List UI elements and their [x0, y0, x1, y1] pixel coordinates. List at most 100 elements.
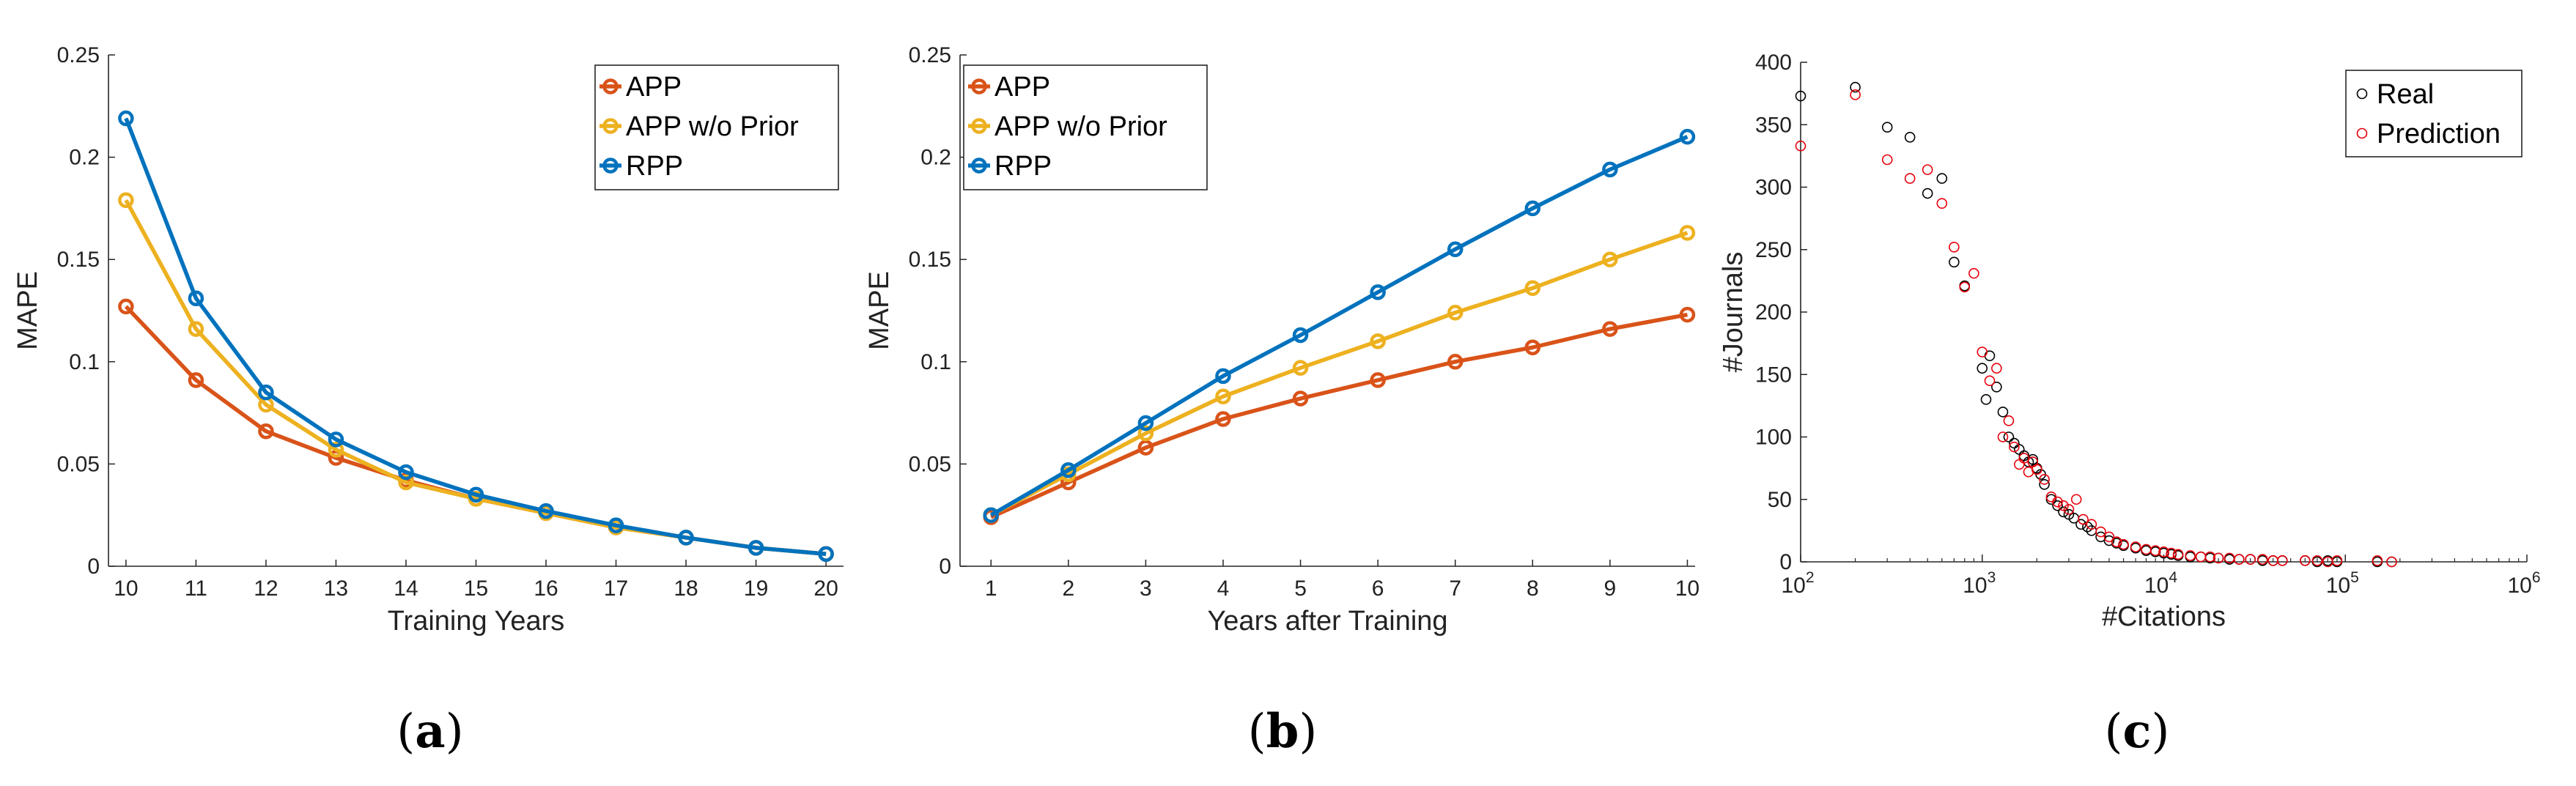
legend-label: APP [994, 72, 1050, 103]
scatter-point-prediction [2386, 556, 2397, 568]
scatter-point-prediction [2014, 459, 2025, 470]
scatter-point-prediction [1968, 267, 1979, 279]
legend-box [963, 64, 1208, 190]
scatter-point-prediction [2245, 554, 2256, 565]
y-tick-label: 0 [87, 555, 100, 579]
x-tick-label: 3 [1140, 576, 1152, 601]
data-point [983, 507, 999, 523]
legend-marker [602, 78, 619, 94]
data-point [1602, 321, 1618, 337]
y-tick-label: 0.1 [920, 350, 951, 374]
y-tick-label: 300 [1755, 176, 1792, 200]
scatter-point-prediction [2130, 541, 2141, 552]
scatter-point-real [2052, 500, 2063, 511]
legend-marker [971, 157, 987, 174]
legend-label: RPP [994, 151, 1052, 182]
data-point [188, 321, 204, 337]
scatter-point-prediction [1904, 173, 1916, 184]
y-tick-label: 0.2 [69, 146, 100, 170]
scatter-point-prediction [2331, 555, 2343, 566]
scatter-point-prediction [1850, 89, 1861, 100]
data-point [1370, 284, 1386, 300]
scatter-point-prediction [1997, 431, 2009, 442]
legend-label: APP [626, 72, 682, 103]
scatter-point-prediction [2118, 538, 2129, 550]
y-tick-label: 400 [1755, 51, 1792, 75]
data-point [1292, 360, 1309, 376]
data-point [1524, 280, 1541, 297]
panel-a-training-years: 0 0.05 0.1 0.15 0.2 0.25 10 11 12 13 14 15 16 17 18 19 2… [12, 43, 844, 637]
scatter-point-prediction [1922, 164, 1933, 175]
data-point [1447, 305, 1464, 321]
data-point [118, 192, 134, 208]
data-point [1602, 251, 1618, 267]
scatter-point-prediction [2166, 547, 2177, 559]
x-axis-label: #Citations [2102, 601, 2226, 632]
data-point [118, 298, 134, 315]
scatter-point-prediction [1795, 140, 1806, 152]
scatter-point-prediction [2009, 441, 2020, 453]
data-point [398, 464, 414, 481]
panel-b-years-after-training: 0 0.05 0.1 0.15 0.2 0.25 1 2 3 4 5 6 7 8 9 10 Years afte… [864, 43, 1700, 637]
scatter-point-prediction [1984, 375, 1996, 387]
data-point [538, 503, 554, 519]
data-point [1137, 425, 1154, 442]
x-tick-label: 9 [1604, 576, 1617, 601]
scatter-point-real [1980, 394, 1992, 405]
x-tick-label: 17 [604, 576, 628, 601]
caption-a: (a) [396, 704, 463, 759]
x-tick-label: 10 [114, 576, 138, 601]
data-point [258, 384, 274, 401]
scatter-point-prediction [2018, 453, 2030, 464]
scatter-point-prediction [1991, 363, 2002, 374]
scatter-point-prediction [2234, 554, 2245, 565]
y-tick-label: 0 [1779, 550, 1792, 574]
scatter-point-prediction [2372, 555, 2383, 566]
legend-label: RPP [626, 151, 683, 182]
x-tick-label: 19 [744, 576, 768, 601]
y-tick-label: 0.1 [69, 350, 100, 374]
scatter-point-real [2045, 494, 2057, 505]
y-tick-label: 100 [1755, 426, 1792, 450]
panel-c-citations-scatter: 0 50 100 150 200 250 300 350 400 102 103 104 105 106 #… [1718, 51, 2541, 632]
scatter-point-prediction [2103, 531, 2115, 543]
data-point [1060, 462, 1077, 478]
y-tick-label: 0.15 [57, 248, 100, 272]
series-line-rpp [124, 117, 827, 556]
scatter-point-prediction [2070, 494, 2082, 505]
data-point [608, 517, 624, 533]
scatter-point-prediction [2086, 519, 2097, 530]
data-point [1370, 372, 1386, 388]
x-tick-label: 15 [464, 576, 488, 601]
legend-marker [971, 78, 987, 94]
scatter-point-real [2058, 506, 2069, 518]
scatter-point-prediction [2185, 550, 2196, 561]
data-point [1679, 225, 1696, 241]
caption-b: (b) [1248, 704, 1318, 759]
data-point [1370, 333, 1386, 349]
y-tick-label: 350 [1755, 113, 1792, 137]
data-point [188, 372, 204, 388]
x-tick-label: 18 [673, 576, 698, 601]
x-tick-label: 105 [2326, 569, 2359, 598]
y-tick-label: 50 [1768, 488, 1792, 512]
data-point [1137, 415, 1154, 431]
scatter-point-prediction [2213, 552, 2224, 564]
y-tick-label: 0.05 [909, 452, 951, 476]
scatter-point-prediction [2149, 545, 2161, 556]
y-tick-label: 0.25 [57, 43, 100, 67]
x-tick-label: 20 [813, 576, 838, 601]
x-tick-label: 103 [1963, 569, 1996, 598]
x-tick-label: 14 [394, 576, 418, 601]
data-point [398, 474, 414, 491]
x-tick-label: 8 [1527, 576, 1539, 601]
data-point [1447, 241, 1464, 257]
y-tick-label: 250 [1755, 238, 1792, 262]
data-point [1524, 200, 1541, 217]
y-tick-label: 200 [1755, 300, 1792, 325]
scatter-point-prediction [2039, 474, 2050, 485]
y-axis-label: MAPE [864, 271, 895, 350]
data-point [118, 110, 134, 127]
caption-c: (c) [2105, 704, 2170, 759]
